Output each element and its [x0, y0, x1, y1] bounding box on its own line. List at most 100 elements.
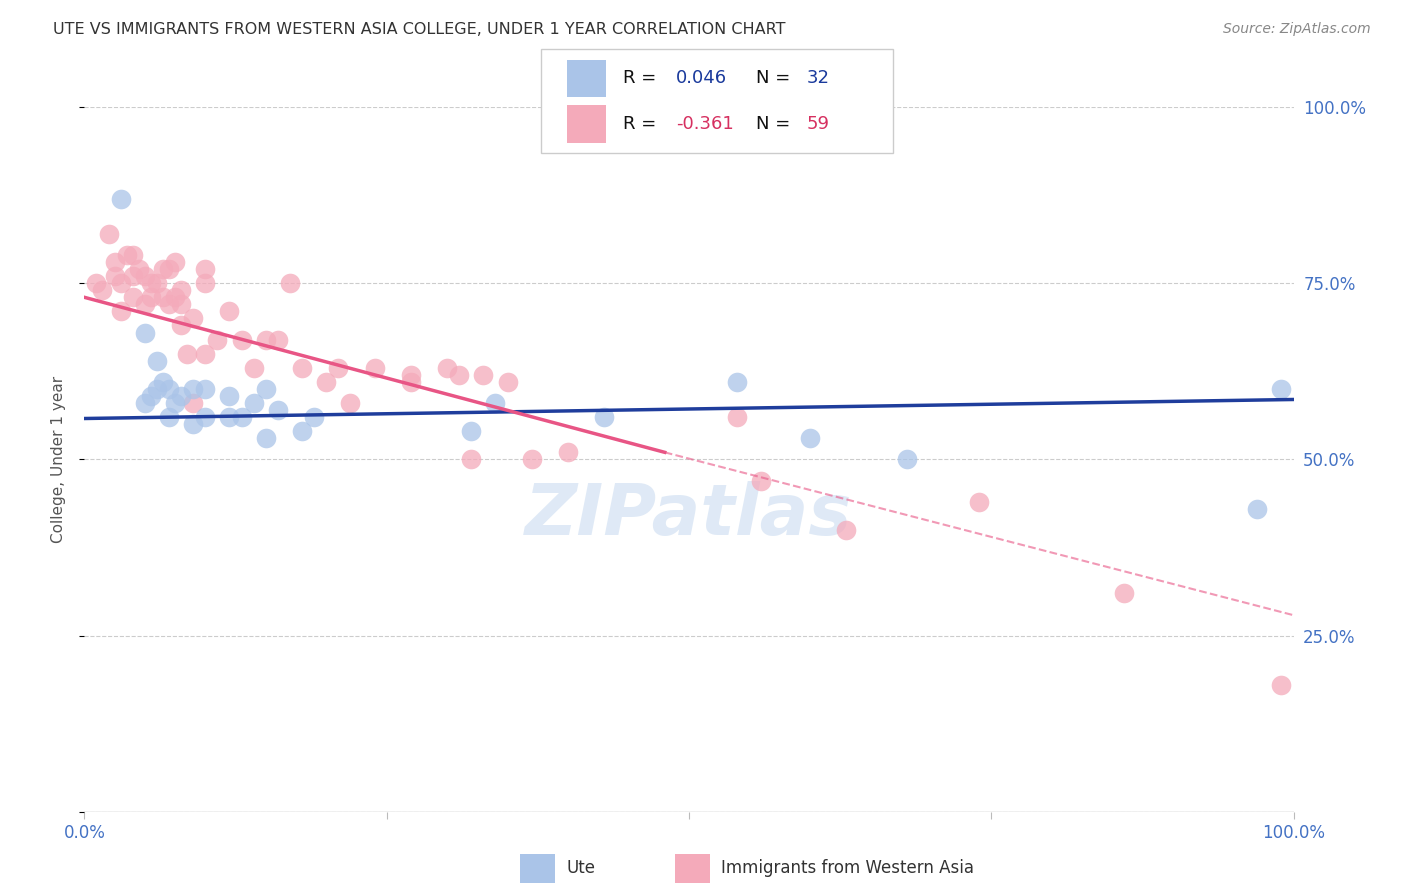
- Point: [218, 389, 240, 403]
- Point: [104, 255, 127, 269]
- Point: [896, 452, 918, 467]
- Point: [152, 290, 174, 304]
- Point: [254, 431, 277, 445]
- Point: [315, 375, 337, 389]
- Point: [436, 360, 458, 375]
- Point: [207, 333, 229, 347]
- Point: [460, 424, 482, 438]
- Point: [170, 318, 193, 333]
- Point: [134, 326, 156, 340]
- Point: [725, 375, 748, 389]
- Point: [121, 269, 143, 284]
- Point: [399, 368, 422, 382]
- Point: [110, 304, 132, 318]
- Point: [152, 262, 174, 277]
- Text: Immigrants from Western Asia: Immigrants from Western Asia: [721, 859, 974, 877]
- Point: [194, 277, 217, 291]
- Point: [835, 523, 858, 537]
- Point: [170, 297, 193, 311]
- Point: [104, 269, 127, 284]
- Point: [291, 360, 314, 375]
- Point: [520, 452, 543, 467]
- Text: N =: N =: [756, 115, 796, 133]
- Point: [194, 262, 217, 277]
- Point: [176, 346, 198, 360]
- Point: [146, 277, 169, 291]
- Point: [157, 382, 180, 396]
- Point: [110, 277, 132, 291]
- Point: [242, 360, 264, 375]
- Text: 32: 32: [807, 70, 830, 87]
- Point: [194, 410, 217, 425]
- Point: [557, 445, 579, 459]
- Text: N =: N =: [756, 70, 796, 87]
- Point: [967, 494, 990, 508]
- Point: [1270, 382, 1292, 396]
- Point: [91, 283, 114, 297]
- Point: [242, 396, 264, 410]
- Point: [134, 269, 156, 284]
- Text: Source: ZipAtlas.com: Source: ZipAtlas.com: [1223, 22, 1371, 37]
- Point: [146, 353, 169, 368]
- Point: [157, 410, 180, 425]
- Text: 59: 59: [807, 115, 830, 133]
- Point: [194, 382, 217, 396]
- Point: [328, 360, 350, 375]
- Point: [165, 396, 187, 410]
- Point: [302, 410, 325, 425]
- Point: [725, 410, 748, 425]
- Point: [139, 389, 162, 403]
- Point: [278, 277, 301, 291]
- Point: [139, 290, 162, 304]
- Point: [170, 389, 193, 403]
- Point: [231, 333, 253, 347]
- Point: [121, 290, 143, 304]
- Point: [1270, 678, 1292, 692]
- Point: [134, 396, 156, 410]
- Point: [254, 333, 277, 347]
- Point: [157, 262, 180, 277]
- Point: [254, 382, 277, 396]
- Point: [121, 248, 143, 262]
- Point: [181, 311, 204, 326]
- Point: [1114, 586, 1136, 600]
- Point: [593, 410, 616, 425]
- Point: [484, 396, 506, 410]
- Point: [165, 290, 187, 304]
- Point: [152, 375, 174, 389]
- Point: [267, 403, 290, 417]
- Point: [339, 396, 361, 410]
- Text: UTE VS IMMIGRANTS FROM WESTERN ASIA COLLEGE, UNDER 1 YEAR CORRELATION CHART: UTE VS IMMIGRANTS FROM WESTERN ASIA COLL…: [53, 22, 786, 37]
- Text: 0.046: 0.046: [676, 70, 727, 87]
- Point: [218, 410, 240, 425]
- Point: [181, 382, 204, 396]
- Point: [115, 248, 138, 262]
- Point: [146, 382, 169, 396]
- Point: [363, 360, 385, 375]
- Point: [181, 417, 204, 431]
- Text: Ute: Ute: [567, 859, 596, 877]
- Text: -0.361: -0.361: [676, 115, 734, 133]
- Point: [181, 396, 204, 410]
- Point: [472, 368, 495, 382]
- Point: [399, 375, 422, 389]
- Point: [97, 227, 120, 241]
- Point: [449, 368, 471, 382]
- Text: R =: R =: [623, 70, 662, 87]
- Point: [128, 262, 150, 277]
- Text: ZIPatlas: ZIPatlas: [526, 482, 852, 550]
- Point: [110, 192, 132, 206]
- Point: [134, 297, 156, 311]
- Point: [165, 255, 187, 269]
- Point: [291, 424, 314, 438]
- Point: [496, 375, 519, 389]
- Point: [218, 304, 240, 318]
- Point: [139, 277, 162, 291]
- Point: [157, 297, 180, 311]
- Point: [1246, 501, 1268, 516]
- Y-axis label: College, Under 1 year: College, Under 1 year: [51, 376, 66, 543]
- Point: [86, 277, 108, 291]
- Point: [170, 283, 193, 297]
- Point: [231, 410, 253, 425]
- Point: [267, 333, 290, 347]
